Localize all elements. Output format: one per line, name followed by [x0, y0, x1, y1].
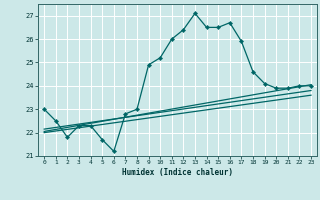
X-axis label: Humidex (Indice chaleur): Humidex (Indice chaleur) [122, 168, 233, 177]
